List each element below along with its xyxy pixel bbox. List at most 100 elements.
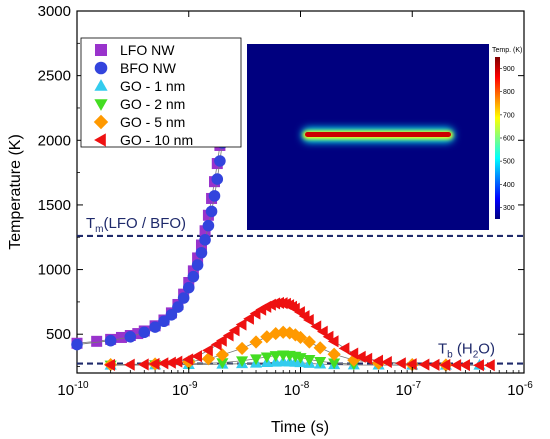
data-point	[228, 324, 240, 337]
data-point	[313, 341, 327, 355]
legend-label: GO - 10 nm	[120, 132, 193, 148]
data-point	[191, 259, 204, 271]
legend-box	[80, 37, 242, 148]
data-point	[450, 359, 462, 372]
data-point	[215, 348, 229, 362]
ref-label-main: T	[86, 215, 95, 232]
data-point	[428, 358, 440, 371]
data-point	[222, 329, 234, 342]
ref-label-rest: O)	[478, 341, 495, 358]
x-tick-base: 10	[172, 382, 189, 399]
data-point	[327, 335, 339, 348]
data-point	[165, 309, 178, 321]
boiling-temperature-label: Tb (H2O)	[438, 341, 495, 361]
x-tick-base: 10	[507, 382, 524, 399]
data-point	[328, 358, 341, 370]
data-point	[294, 353, 307, 364]
y-tick-label: 1000	[38, 262, 71, 279]
data-point	[214, 155, 226, 167]
data-point	[115, 331, 127, 343]
data-point	[195, 246, 208, 259]
ref-label-sub: 2	[473, 350, 479, 361]
data-point	[418, 358, 430, 371]
data-point	[354, 350, 366, 363]
data-point	[310, 320, 322, 333]
data-point	[249, 354, 263, 366]
colorbar	[495, 57, 500, 219]
x-tick-base: 10	[284, 382, 301, 399]
data-point	[202, 219, 215, 232]
y-tick-label: 2000	[38, 132, 71, 149]
legend-label: GO - 2 nm	[120, 96, 185, 112]
data-point	[302, 335, 316, 349]
data-point	[314, 356, 327, 368]
data-point	[132, 328, 144, 340]
data-point	[195, 239, 207, 251]
x-tick-exponent: -10	[74, 380, 89, 391]
data-point	[293, 330, 308, 345]
y-tick-label: 3000	[38, 3, 71, 20]
data-point	[338, 342, 350, 355]
colorbar-tick-label: 300	[503, 205, 515, 212]
legend-label: LFO NW	[120, 42, 175, 58]
x-tick-label: 10-7	[395, 380, 421, 399]
data-point	[405, 358, 417, 371]
data-point	[199, 225, 211, 237]
data-series	[71, 49, 495, 372]
legend-items: LFO NW BFO NW GO - 1 nm GO - 2 nm GO - 5 nm G…	[93, 42, 193, 148]
data-point	[395, 357, 406, 370]
data-point	[361, 352, 373, 365]
data-point	[372, 354, 384, 367]
data-point	[236, 356, 249, 368]
data-point	[216, 334, 227, 347]
data-point	[216, 358, 229, 369]
ref-label-main: T	[438, 341, 447, 358]
legend-label: BFO NW	[120, 60, 177, 76]
colorbar-tick-label: 600	[503, 136, 515, 143]
y-tick-label: 500	[46, 326, 71, 343]
legend: LFO NW BFO NW GO - 1 nm GO - 2 nm GO - 5 nm G…	[80, 37, 242, 148]
colorbar-tick-label: 700	[503, 112, 515, 119]
data-point	[316, 325, 328, 338]
data-point	[149, 321, 161, 333]
data-point	[249, 335, 263, 349]
legend-marker	[94, 79, 108, 91]
y-tick-label: 2500	[38, 68, 71, 85]
data-point	[182, 281, 195, 294]
colorbar-tick-label: 500	[503, 159, 515, 166]
data-point	[165, 356, 176, 369]
data-point	[124, 331, 137, 343]
series-bfo-nw	[71, 69, 238, 351]
data-point	[303, 355, 316, 366]
data-point	[208, 190, 221, 202]
legend-marker	[94, 99, 108, 111]
data-point	[137, 358, 149, 371]
colorbar-ticks: 300 400 500 600 700 800 900	[500, 66, 515, 212]
data-point	[157, 357, 169, 370]
data-point	[260, 352, 273, 364]
data-point	[172, 301, 184, 313]
data-point	[182, 353, 194, 366]
y-axis-title: Temperature (K)	[7, 134, 24, 250]
legend-label: GO - 5 nm	[120, 114, 185, 130]
data-point	[283, 326, 297, 340]
x-tick-exponent: -7	[412, 380, 421, 391]
data-point	[104, 334, 117, 347]
axes: 10-10 10-9 10-8 10-7 10-65001000150020002500…	[38, 3, 534, 399]
x-tick-exponent: -8	[300, 380, 309, 391]
nanowire-core	[305, 132, 451, 137]
data-point	[473, 359, 484, 372]
data-point	[192, 252, 204, 264]
legend-label: GO - 1 nm	[120, 78, 185, 94]
legend-marker	[95, 44, 107, 56]
thermal-map-inset: Temp. (K) 300 400 500 600 700 800 900	[247, 44, 522, 230]
x-tick-base: 10	[395, 382, 412, 399]
data-point	[191, 350, 202, 363]
data-point	[243, 312, 254, 325]
x-tick-label: 10-8	[284, 380, 310, 399]
data-point	[269, 351, 282, 362]
data-point	[439, 358, 451, 372]
data-point	[235, 341, 249, 356]
data-point	[123, 358, 135, 371]
